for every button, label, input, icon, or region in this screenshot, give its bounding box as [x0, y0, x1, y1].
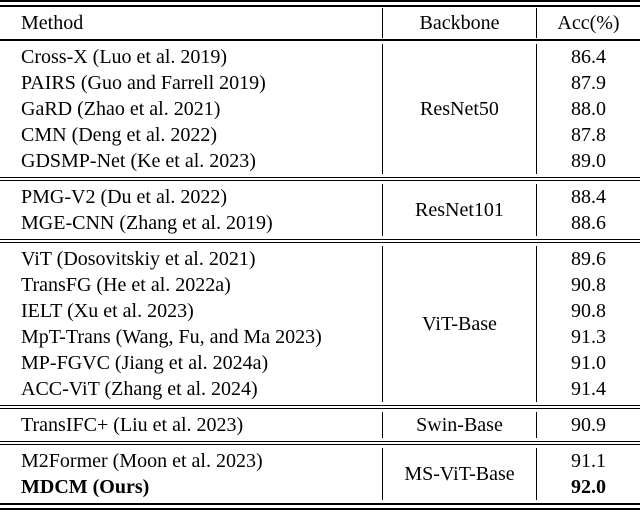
- table-group-resnet101: PMG-V2 (Du et al. 2022) MGE-CNN (Zhang e…: [0, 181, 640, 239]
- method-cell: MP-FGVC (Jiang et al. 2024a): [21, 352, 269, 374]
- table-top-rule: [0, 0, 640, 7]
- acc-cell: 90.9: [571, 414, 606, 436]
- table-group-vit-base: ViT (Dosovitskiy et al. 2021) TransFG (H…: [0, 243, 640, 405]
- method-cell: MGE-CNN (Zhang et al. 2019): [21, 212, 273, 234]
- acc-cell: 91.4: [571, 378, 606, 400]
- acc-cell: 88.6: [571, 212, 606, 234]
- backbone-cell: ResNet101: [382, 184, 537, 236]
- acc-cell: 87.8: [571, 124, 606, 146]
- method-cell: PMG-V2 (Du et al. 2022): [21, 186, 228, 208]
- acc-cell: 88.4: [571, 186, 606, 208]
- method-column: PMG-V2 (Du et al. 2022) MGE-CNN (Zhang e…: [0, 184, 382, 236]
- method-cell: ACC-ViT (Zhang et al. 2024): [21, 378, 258, 400]
- acc-cell: 90.8: [571, 300, 606, 322]
- backbone-cell: Swin-Base: [382, 412, 537, 438]
- group-separator-rule: [0, 239, 640, 243]
- backbone-cell: ResNet50: [382, 44, 537, 174]
- method-cell: CMN (Deng et al. 2022): [21, 124, 218, 146]
- acc-cell-ours: 92.0: [571, 476, 606, 498]
- group-separator-rule: [0, 441, 640, 445]
- method-cell: M2Former (Moon et al. 2023): [21, 450, 263, 472]
- column-header-method: Method: [21, 12, 84, 34]
- acc-cell: 91.3: [571, 326, 606, 348]
- method-cell-ours: MDCM (Ours): [21, 476, 150, 498]
- acc-cell: 86.4: [571, 46, 606, 68]
- acc-column: 89.6 90.8 90.8 91.3 91.0 91.4: [537, 246, 640, 402]
- method-cell: ViT (Dosovitskiy et al. 2021): [21, 248, 256, 270]
- acc-cell: 91.0: [571, 352, 606, 374]
- acc-column: 88.4 88.6: [537, 184, 640, 236]
- table-group-swin-base: TransIFC+ (Liu et al. 2023) Swin-Base 90…: [0, 409, 640, 441]
- method-cell: IELT (Xu et al. 2023): [21, 300, 194, 322]
- acc-column: 86.4 87.9 88.0 87.8 89.0: [537, 44, 640, 174]
- method-column: TransIFC+ (Liu et al. 2023): [0, 412, 382, 438]
- acc-column: 91.1 92.0: [537, 448, 640, 500]
- method-cell: GaRD (Zhao et al. 2021): [21, 98, 221, 120]
- method-column: Cross-X (Luo et al. 2019) PAIRS (Guo and…: [0, 44, 382, 174]
- table-group-ms-vit-base: M2Former (Moon et al. 2023) MDCM (Ours) …: [0, 445, 640, 503]
- column-header-backbone: Backbone: [382, 8, 537, 38]
- acc-cell: 91.1: [571, 450, 606, 472]
- acc-column: 90.9: [537, 412, 640, 438]
- method-cell: TransFG (He et al. 2022a): [21, 274, 231, 296]
- backbone-cell: ViT-Base: [382, 246, 537, 402]
- acc-cell: 89.6: [571, 248, 606, 270]
- header-separator-rule: [0, 39, 640, 41]
- method-column: ViT (Dosovitskiy et al. 2021) TransFG (H…: [0, 246, 382, 402]
- table-header-row: Method Backbone Acc(%): [0, 7, 640, 39]
- method-cell: PAIRS (Guo and Farrell 2019): [21, 72, 266, 94]
- backbone-cell: MS-ViT-Base: [382, 448, 537, 500]
- acc-cell: 90.8: [571, 274, 606, 296]
- group-separator-rule: [0, 177, 640, 181]
- method-cell: MpT-Trans (Wang, Fu, and Ma 2023): [21, 326, 322, 348]
- method-cell: TransIFC+ (Liu et al. 2023): [21, 414, 244, 436]
- table-bottom-rule: [0, 503, 640, 510]
- method-cell: GDSMP-Net (Ke et al. 2023): [21, 150, 256, 172]
- method-cell: Cross-X (Luo et al. 2019): [21, 46, 228, 68]
- acc-cell: 87.9: [571, 72, 606, 94]
- acc-cell: 88.0: [571, 98, 606, 120]
- method-column: M2Former (Moon et al. 2023) MDCM (Ours): [0, 448, 382, 500]
- group-separator-rule: [0, 405, 640, 409]
- table-group-resnet50: Cross-X (Luo et al. 2019) PAIRS (Guo and…: [0, 41, 640, 177]
- acc-cell: 89.0: [571, 150, 606, 172]
- column-header-acc: Acc(%): [557, 12, 620, 34]
